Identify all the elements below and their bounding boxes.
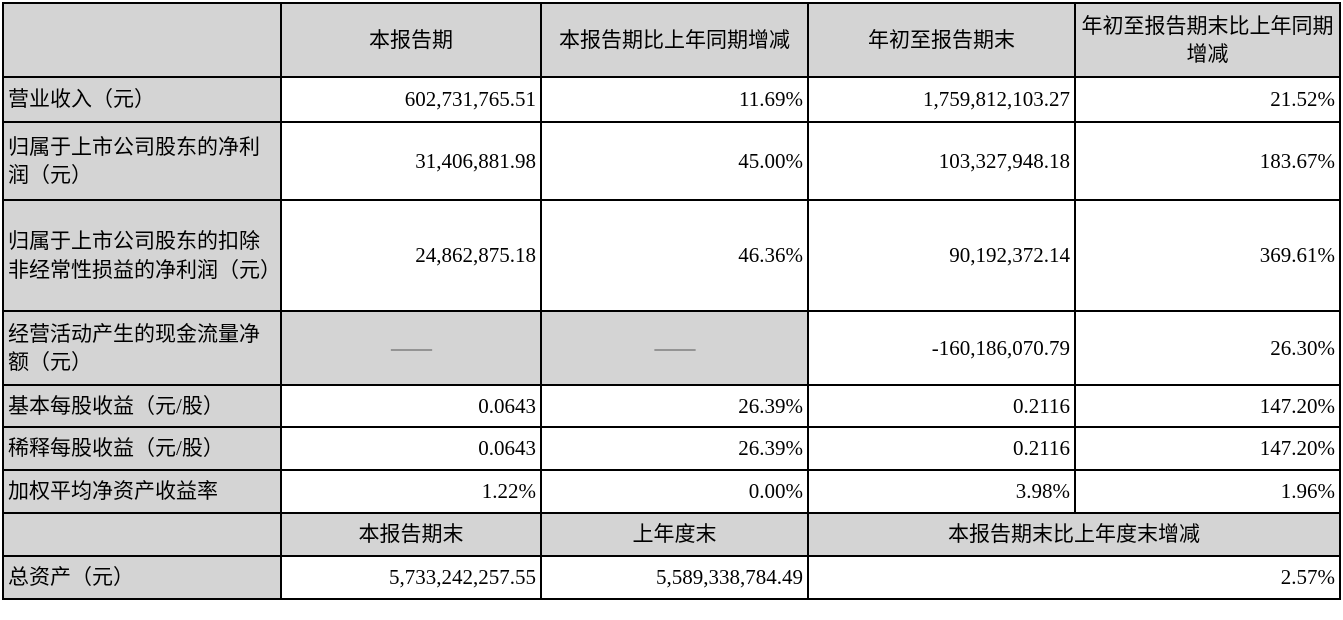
cell-value: 21.52% xyxy=(1074,76,1341,123)
row-label: 加权平均净资产收益率 xyxy=(2,469,282,514)
table-row: 归属于上市公司股东的扣除非经常性损益的净利润（元） 24,862,875.18 … xyxy=(2,199,1341,312)
row-label: 稀释每股收益（元/股） xyxy=(2,426,282,471)
cell-value: 11.69% xyxy=(540,76,809,123)
cell-value-dash: —— xyxy=(280,310,542,386)
cell-value-dash: —— xyxy=(540,310,809,386)
table-row: 归属于上市公司股东的净利润（元） 31,406,881.98 45.00% 10… xyxy=(2,121,1341,201)
row-label: 归属于上市公司股东的净利润（元） xyxy=(2,121,282,201)
cell-value: 90,192,372.14 xyxy=(807,199,1076,312)
cell-value: 103,327,948.18 xyxy=(807,121,1076,201)
table-row-total-assets: 总资产（元） 5,733,242,257.55 5,589,338,784.49… xyxy=(2,555,1341,600)
cell-value: 0.2116 xyxy=(807,384,1076,428)
table-row: 基本每股收益（元/股） 0.0643 26.39% 0.2116 147.20% xyxy=(2,384,1341,428)
cell-value: 26.39% xyxy=(540,384,809,428)
header-row-bottom: 本报告期末 上年度末 本报告期末比上年度末增减 xyxy=(2,512,1341,557)
table-row: 营业收入（元） 602,731,765.51 11.69% 1,759,812,… xyxy=(2,76,1341,123)
col-header-current-period-end: 本报告期末 xyxy=(280,512,542,557)
row-label: 归属于上市公司股东的扣除非经常性损益的净利润（元） xyxy=(2,199,282,312)
col-header-period-end-change: 本报告期末比上年度末增减 xyxy=(807,512,1341,557)
col-header-current-period-yoy-change: 本报告期比上年同期增减 xyxy=(540,2,809,78)
row-label: 经营活动产生的现金流量净额（元） xyxy=(2,310,282,386)
cell-value: 147.20% xyxy=(1074,426,1341,471)
cell-value: 5,589,338,784.49 xyxy=(540,555,809,600)
cell-value: 0.0643 xyxy=(280,426,542,471)
table-row: 稀释每股收益（元/股） 0.0643 26.39% 0.2116 147.20% xyxy=(2,426,1341,471)
corner-cell xyxy=(2,2,282,78)
col-header-ytd: 年初至报告期末 xyxy=(807,2,1076,78)
financial-summary-table: 本报告期 本报告期比上年同期增减 年初至报告期末 年初至报告期末比上年同期增减 … xyxy=(2,2,1341,600)
table-row: 经营活动产生的现金流量净额（元） —— —— -160,186,070.79 2… xyxy=(2,310,1341,386)
table-row: 加权平均净资产收益率 1.22% 0.00% 3.98% 1.96% xyxy=(2,469,1341,514)
cell-value: 46.36% xyxy=(540,199,809,312)
cell-value: 1.22% xyxy=(280,469,542,514)
cell-value: 3.98% xyxy=(807,469,1076,514)
cell-value: 183.67% xyxy=(1074,121,1341,201)
cell-value: 0.00% xyxy=(540,469,809,514)
cell-value: 0.2116 xyxy=(807,426,1076,471)
row-label: 总资产（元） xyxy=(2,555,282,600)
cell-value: 5,733,242,257.55 xyxy=(280,555,542,600)
cell-value: 2.57% xyxy=(807,555,1341,600)
corner-cell-2 xyxy=(2,512,282,557)
col-header-prior-year-end: 上年度末 xyxy=(540,512,809,557)
cell-value: 26.30% xyxy=(1074,310,1341,386)
cell-value: 0.0643 xyxy=(280,384,542,428)
cell-value: 1.96% xyxy=(1074,469,1341,514)
row-label: 基本每股收益（元/股） xyxy=(2,384,282,428)
cell-value: -160,186,070.79 xyxy=(807,310,1076,386)
cell-value: 602,731,765.51 xyxy=(280,76,542,123)
cell-value: 369.61% xyxy=(1074,199,1341,312)
header-row-top: 本报告期 本报告期比上年同期增减 年初至报告期末 年初至报告期末比上年同期增减 xyxy=(2,2,1341,78)
row-label: 营业收入（元） xyxy=(2,76,282,123)
cell-value: 1,759,812,103.27 xyxy=(807,76,1076,123)
cell-value: 24,862,875.18 xyxy=(280,199,542,312)
col-header-current-period: 本报告期 xyxy=(280,2,542,78)
cell-value: 45.00% xyxy=(540,121,809,201)
cell-value: 31,406,881.98 xyxy=(280,121,542,201)
col-header-ytd-yoy-change: 年初至报告期末比上年同期增减 xyxy=(1074,2,1341,78)
cell-value: 147.20% xyxy=(1074,384,1341,428)
cell-value: 26.39% xyxy=(540,426,809,471)
